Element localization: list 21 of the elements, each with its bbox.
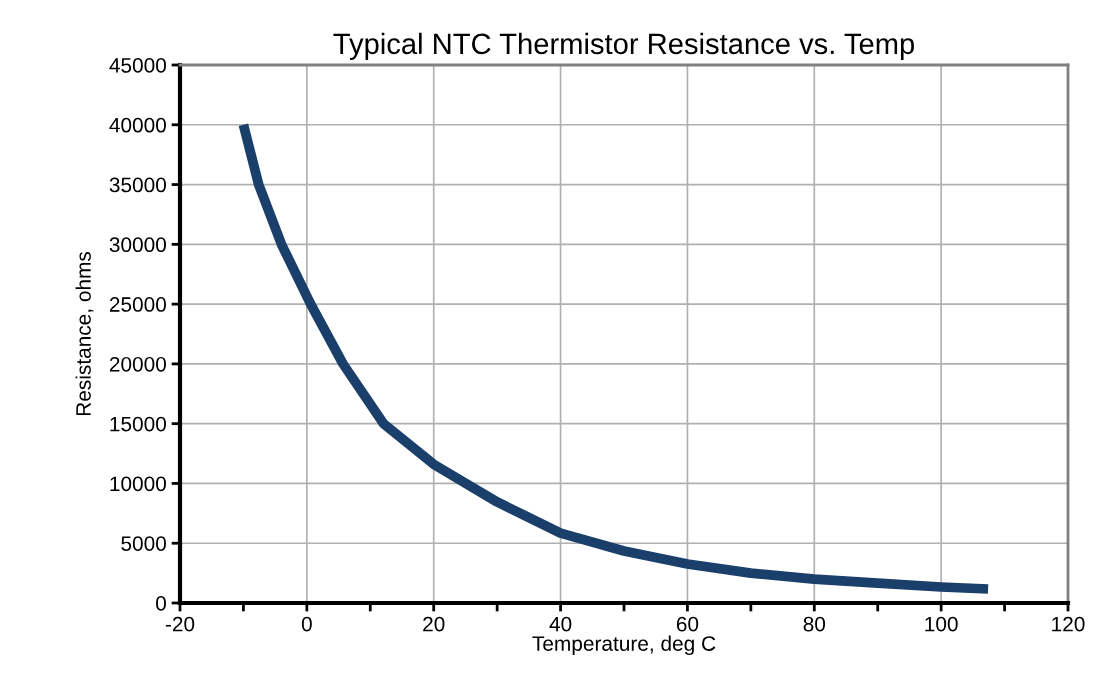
x-tick-label: 60 <box>676 616 699 632</box>
y-tick-label: 35000 <box>109 177 166 193</box>
x-tick-label: 40 <box>549 616 572 632</box>
chart-title: Typical NTC Thermistor Resistance vs. Temp <box>333 32 915 60</box>
x-tick-label: 20 <box>423 616 445 632</box>
y-tick-label: 30000 <box>109 237 166 253</box>
x-tick-label: 100 <box>925 616 958 632</box>
x-tick-label: 0 <box>301 616 312 632</box>
x-tick-label: 80 <box>803 616 826 632</box>
x-tick-label: -20 <box>165 616 195 632</box>
y-tick-label: 40000 <box>109 117 166 133</box>
x-axis-title: Temperature, deg C <box>532 635 716 656</box>
y-tick-label: 15000 <box>110 416 166 432</box>
y-tick-label: 25000 <box>109 297 166 312</box>
y-tick-label: 5000 <box>121 536 166 551</box>
y-tick-label: 45000 <box>109 58 166 73</box>
y-axis-title: Resistance, ohms <box>75 251 94 416</box>
y-tick-label: 10000 <box>110 476 166 492</box>
y-tick-label: 0 <box>156 596 166 611</box>
y-tick-label: 20000 <box>109 356 166 372</box>
x-tick-label: 120 <box>1052 616 1085 632</box>
